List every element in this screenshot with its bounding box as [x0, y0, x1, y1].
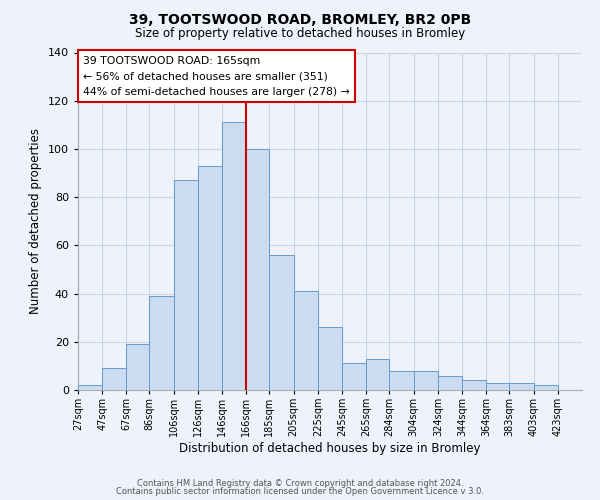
Bar [127, 344, 149, 390]
Bar [342, 364, 367, 390]
Bar [174, 180, 198, 390]
Text: 39 TOOTSWOOD ROAD: 165sqm
← 56% of detached houses are smaller (351)
44% of semi: 39 TOOTSWOOD ROAD: 165sqm ← 56% of detac… [83, 56, 350, 97]
Bar [318, 328, 342, 390]
Text: 39, TOOTSWOOD ROAD, BROMLEY, BR2 0PB: 39, TOOTSWOOD ROAD, BROMLEY, BR2 0PB [129, 12, 471, 26]
Bar [367, 358, 389, 390]
Bar [438, 376, 462, 390]
Bar [247, 149, 269, 390]
Bar [293, 291, 318, 390]
X-axis label: Distribution of detached houses by size in Bromley: Distribution of detached houses by size … [179, 442, 481, 455]
Text: Contains HM Land Registry data © Crown copyright and database right 2024.: Contains HM Land Registry data © Crown c… [137, 478, 463, 488]
Bar [533, 385, 558, 390]
Text: Size of property relative to detached houses in Bromley: Size of property relative to detached ho… [135, 28, 465, 40]
Bar [198, 166, 222, 390]
Bar [102, 368, 127, 390]
Bar [486, 383, 509, 390]
Bar [509, 383, 533, 390]
Bar [149, 296, 174, 390]
Bar [389, 370, 413, 390]
Bar [413, 370, 438, 390]
Bar [78, 385, 102, 390]
Bar [269, 255, 293, 390]
Text: Contains public sector information licensed under the Open Government Licence v : Contains public sector information licen… [116, 487, 484, 496]
Bar [222, 122, 247, 390]
Bar [462, 380, 486, 390]
Y-axis label: Number of detached properties: Number of detached properties [29, 128, 42, 314]
